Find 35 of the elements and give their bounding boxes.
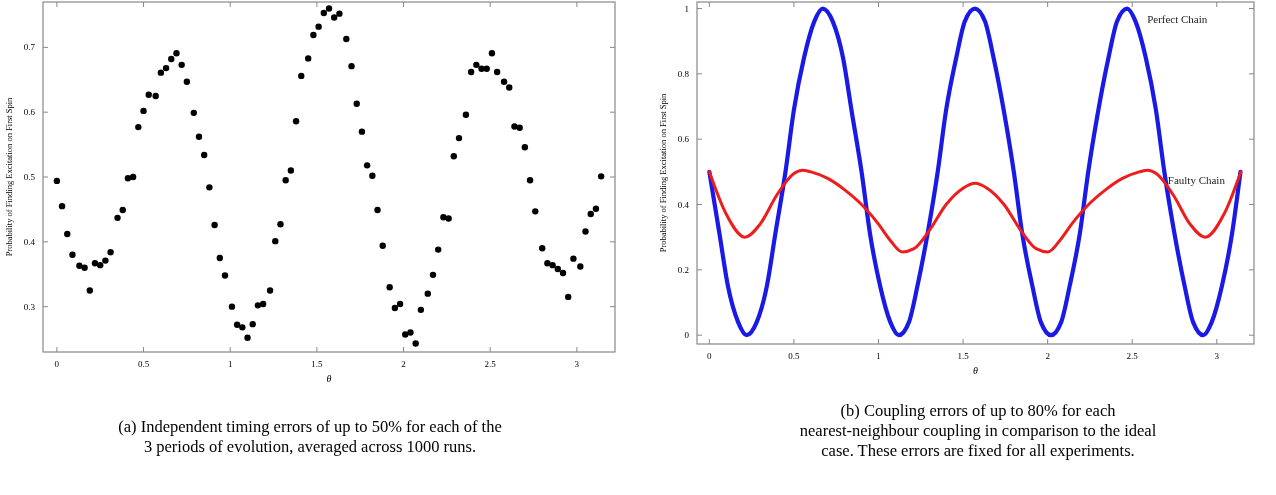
x-tick-label: 3 — [1214, 351, 1220, 361]
line-series — [707, 6, 1243, 338]
text: (b) Coupling errors of up to 80% for each nearest-neighbour coupling in comparison to the ideal case. These errors are fixed for all experiments. — [799, 401, 1157, 460]
y-axis-title: Probability of Finding Excitation on First Spin — [658, 92, 668, 253]
y-tick-label: 1 — [684, 3, 689, 14]
x-axis-title: θ — [973, 365, 979, 376]
y-tick-label: 0.8 — [677, 68, 690, 79]
series-label: Faulty Chain — [1167, 174, 1226, 187]
x-tick-label: 2.5 — [1126, 351, 1139, 361]
x-tick-label: 1 — [227, 359, 233, 369]
x-tick-label: 1.5 — [311, 359, 323, 369]
x-tick-label: 2.5 — [484, 359, 497, 369]
x-tick-label: 1.5 — [957, 351, 970, 361]
y-axis-title: Probability of Finding Excitation on First Spin — [4, 96, 14, 257]
line-series — [707, 168, 1243, 254]
x-tick-label: 0 — [707, 351, 713, 361]
y-tick-label: 0.6 — [677, 134, 690, 145]
y-tick-label: 0.2 — [677, 264, 689, 275]
x-axis-title: θ — [326, 373, 332, 384]
x-tick-label: 2 — [401, 359, 406, 369]
y-tick-label: 0.4 — [677, 199, 690, 210]
y-tick-label: 0.3 — [23, 301, 36, 312]
x-tick-label: 2 — [1045, 351, 1050, 361]
x-tick-label: 3 — [574, 359, 580, 369]
y-tick-label: 0.4 — [23, 236, 36, 247]
x-tick-label: 0.5 — [788, 351, 801, 361]
x-tick-label: 0.5 — [137, 359, 150, 369]
y-tick-label: 0.7 — [23, 42, 36, 53]
y-tick-label: 0.6 — [23, 107, 36, 118]
x-tick-label: 0 — [54, 359, 60, 369]
x-tick-label: 1 — [876, 351, 881, 361]
text: (a) Independent timing errors of up to 50% for each of the 3 periods of evolution, averaged across 1000 runs. — [118, 417, 502, 456]
series-label: Perfect Chain — [1147, 12, 1208, 25]
y-tick-label: 0.5 — [23, 172, 36, 182]
y-tick-label: 0 — [684, 330, 690, 341]
